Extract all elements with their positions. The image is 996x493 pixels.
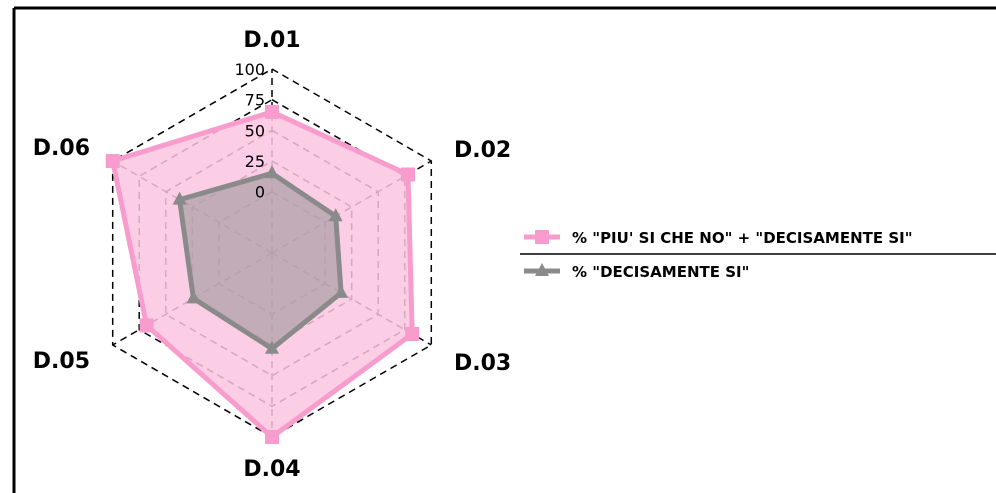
tick-label-75: 75 <box>245 91 265 110</box>
series-1-point-D.01 <box>265 104 279 119</box>
legend: % "PIU' SI CHE NO" + "DECISAMENTE SI" % "… <box>520 229 996 281</box>
series-1-point-D.06 <box>105 154 120 168</box>
tick-label-0: 0 <box>255 183 265 202</box>
axis-label-D.05: D.05 <box>33 349 90 374</box>
axis-label-D.06: D.06 <box>33 136 90 161</box>
series-2-point-D.06 <box>172 191 187 205</box>
series-2-point-D.05 <box>186 290 201 304</box>
tick-label-25: 25 <box>245 152 265 171</box>
series-1-point-D.05 <box>139 318 154 333</box>
tick-label-50: 50 <box>245 121 265 140</box>
tick-label-100: 100 <box>234 60 265 79</box>
series-1-point-D.02 <box>401 167 415 182</box>
axis-label-D.01: D.01 <box>243 28 300 53</box>
legend-swatch-marker-2 <box>535 263 549 276</box>
series-1-point-D.04 <box>265 430 279 444</box>
series-2-area <box>179 173 342 349</box>
legend-label-2: % "DECISAMENTE SI" <box>572 263 749 281</box>
series-1-point-D.03 <box>405 327 420 341</box>
radial-tick-labels: 0 25 50 75 100 <box>234 60 265 202</box>
axis-label-D.02: D.02 <box>454 138 511 163</box>
series-2-point-D.04 <box>265 340 279 354</box>
axis-label-D.04: D.04 <box>243 457 300 482</box>
series-2-point-D.03 <box>334 284 349 298</box>
series-2-point-D.02 <box>328 208 343 222</box>
series-2-point-D.01 <box>265 165 279 179</box>
radar-series <box>105 104 420 444</box>
legend-swatch-marker-1 <box>535 230 549 244</box>
legend-label-1: % "PIU' SI CHE NO" + "DECISAMENTE SI" <box>572 229 913 247</box>
axis-label-D.03: D.03 <box>454 351 511 376</box>
axis-labels: D.01 D.02 D.03 D.04 D.05 D.06 <box>33 28 511 482</box>
